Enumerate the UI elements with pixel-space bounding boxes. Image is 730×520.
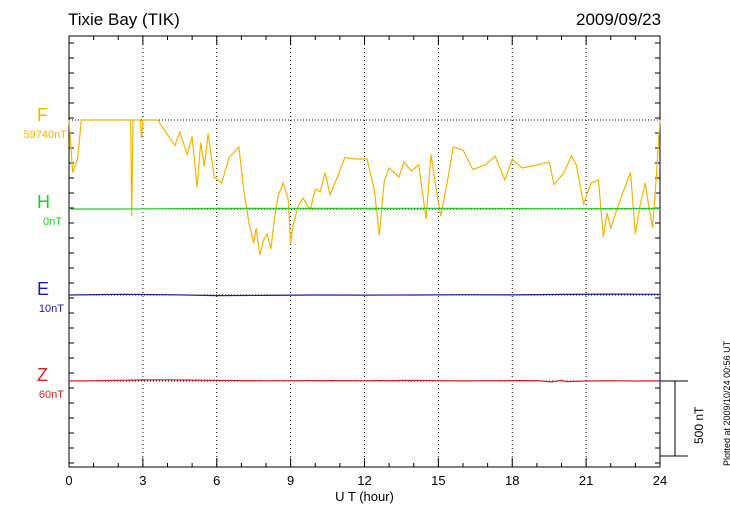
x-tick-label: 6: [213, 473, 220, 488]
channel-z-name: Z: [37, 365, 48, 385]
channel-e-name: E: [37, 279, 50, 299]
series-f-line: [68, 119, 661, 256]
channel-f-baseline: 59740nT: [23, 129, 67, 141]
channel-e-baseline: 10nT: [38, 303, 64, 315]
x-tick-label: 18: [505, 473, 519, 488]
series-h-line: [69, 207, 661, 210]
station-title: Tixie Bay (TIK): [68, 10, 180, 29]
channel-h-baseline: 0nT: [43, 216, 62, 228]
series-z-line: [68, 379, 661, 383]
x-tick-label: 0: [65, 473, 72, 488]
plotted-timestamp: Plotted at 2009/10/24 00:56 UT: [722, 340, 730, 466]
x-tick-label: 21: [579, 473, 593, 488]
scale-bar-label: 500 nT: [692, 406, 706, 444]
x-tick-label: 15: [431, 473, 445, 488]
channel-h-name: H: [37, 192, 50, 212]
x-tick-label: 9: [287, 473, 294, 488]
x-tick-label: 24: [653, 473, 667, 488]
x-tick-label: 3: [139, 473, 146, 488]
date-title: 2009/09/23: [576, 10, 662, 29]
x-axis-title: U T (hour): [335, 489, 394, 504]
channel-f-name: F: [37, 105, 48, 125]
series-e-line: [68, 293, 661, 297]
channel-z-baseline: 60nT: [38, 389, 64, 401]
x-tick-label: 12: [357, 473, 371, 488]
